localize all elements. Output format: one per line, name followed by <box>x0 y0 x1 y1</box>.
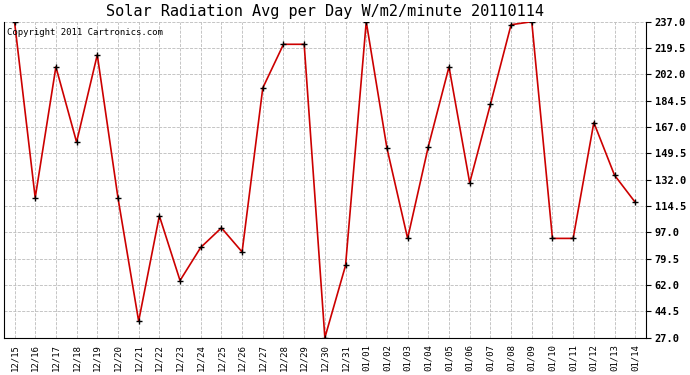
Title: Solar Radiation Avg per Day W/m2/minute 20110114: Solar Radiation Avg per Day W/m2/minute … <box>106 4 544 19</box>
Text: Copyright 2011 Cartronics.com: Copyright 2011 Cartronics.com <box>8 28 164 37</box>
